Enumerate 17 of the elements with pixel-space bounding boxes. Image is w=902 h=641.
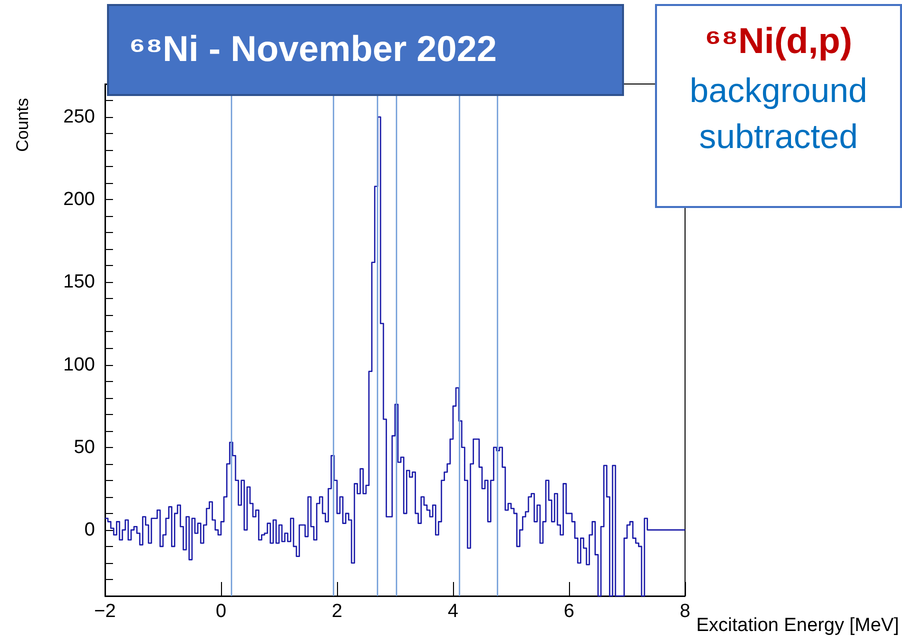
y-tick-label: 150 [63,272,95,293]
y-tick-label: 0 [84,519,95,540]
x-tick-label: 6 [564,601,574,622]
y-tick-label: 100 [63,354,95,376]
note-box: ⁶⁸Ni(d,p) background subtracted [655,4,902,208]
x-tick-label: 2 [332,601,342,622]
x-tick-label: 8 [680,601,690,622]
y-tick-label: 200 [63,189,95,210]
x-axis-title: Excitation Energy [MeV] [696,615,899,636]
x-tick-label: 0 [216,601,226,622]
chart-title: ⁶⁸Ni - November 2022 [129,28,497,70]
x-tick-label: −2 [94,601,116,622]
y-tick-label: 50 [74,436,95,458]
y-axis-title: Counts [13,98,32,152]
y-tick-label: 250 [63,106,95,128]
x-tick-label: 4 [448,601,459,622]
title-banner: ⁶⁸Ni - November 2022 [107,4,624,96]
